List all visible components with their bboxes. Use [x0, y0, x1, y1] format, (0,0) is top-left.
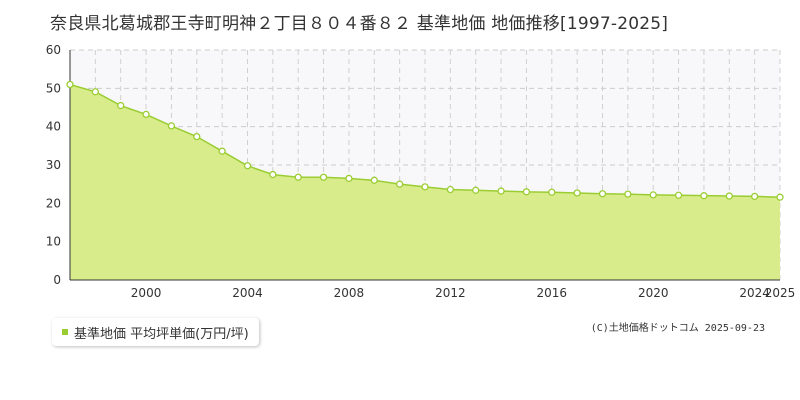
data-point — [167, 122, 176, 130]
y-axis-ticks: 0 10 20 30 40 50 60 — [46, 43, 61, 287]
y-tick-label: 0 — [53, 273, 61, 287]
data-point — [750, 192, 759, 201]
data-point — [573, 189, 581, 197]
x-tick-label: 2024 — [739, 286, 770, 300]
x-tick-label: 2008 — [334, 286, 365, 300]
data-point — [421, 183, 429, 191]
data-point — [522, 188, 531, 196]
y-tick-label: 10 — [46, 235, 61, 249]
x-tick-label: 2012 — [435, 286, 466, 300]
data-point — [776, 193, 784, 201]
data-point — [243, 162, 252, 170]
legend-swatch — [62, 329, 68, 335]
data-point — [598, 190, 607, 198]
data-point — [142, 110, 150, 119]
data-point — [319, 173, 328, 181]
data-point — [193, 132, 201, 141]
data-point — [218, 147, 226, 155]
data-point — [548, 188, 556, 196]
data-point — [472, 186, 480, 194]
axes — [69, 50, 780, 281]
legend: 基準地価 平均坪単価(万円/坪) — [52, 318, 259, 346]
data-point — [649, 191, 657, 199]
data-point — [66, 80, 74, 89]
data-point — [117, 101, 125, 110]
data-point — [624, 190, 632, 198]
data-point — [700, 192, 708, 200]
x-tick-label: 2025 — [765, 286, 796, 300]
chart-title: 奈良県北葛城郡王寺町明神２丁目８０４番８２ 基準地価 地価推移[1997-202… — [50, 14, 669, 34]
data-point — [497, 187, 505, 195]
data-point — [345, 174, 353, 183]
data-point — [395, 180, 404, 188]
x-tick-label: 2016 — [537, 286, 568, 300]
data-point — [674, 191, 683, 199]
legend-label: 基準地価 平均坪単価(万円/坪) — [74, 326, 249, 342]
y-tick-label: 40 — [46, 120, 61, 134]
data-point — [725, 192, 733, 200]
data-point — [446, 185, 455, 194]
y-tick-label: 20 — [46, 196, 61, 210]
y-tick-label: 50 — [46, 81, 61, 95]
x-tick-label: 2000 — [131, 286, 162, 300]
data-point — [269, 170, 277, 179]
data-point — [91, 88, 100, 96]
series-fill — [70, 84, 780, 280]
data-point — [370, 176, 378, 184]
y-tick-label: 60 — [46, 43, 61, 57]
x-tick-label: 2020 — [638, 286, 669, 300]
copyright-text: (C)土地価格ドットコム 2025-09-23 — [590, 323, 765, 334]
x-tick-label: 2004 — [232, 286, 263, 300]
data-point — [294, 173, 302, 181]
series-points — [66, 80, 784, 201]
y-tick-label: 30 — [46, 158, 61, 172]
